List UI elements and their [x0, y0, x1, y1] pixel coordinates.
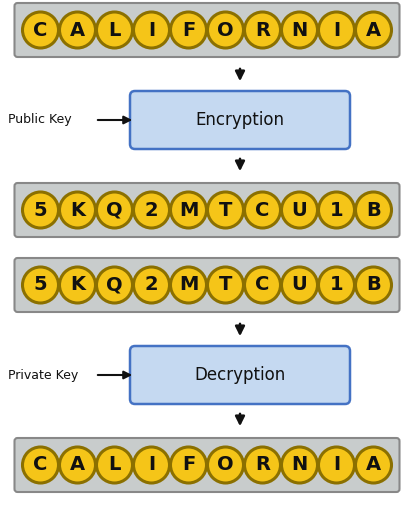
- Text: Decryption: Decryption: [194, 366, 285, 384]
- Text: N: N: [291, 21, 307, 40]
- Circle shape: [170, 192, 206, 228]
- Text: 1: 1: [329, 276, 342, 295]
- Text: 5: 5: [33, 276, 47, 295]
- Text: R: R: [254, 21, 269, 40]
- FancyBboxPatch shape: [14, 438, 399, 492]
- Text: L: L: [108, 455, 121, 475]
- Text: A: A: [365, 21, 380, 40]
- Text: R: R: [254, 455, 269, 475]
- Circle shape: [244, 447, 280, 483]
- Circle shape: [281, 12, 317, 48]
- Text: Q: Q: [106, 276, 123, 295]
- Circle shape: [355, 12, 391, 48]
- Text: Q: Q: [106, 200, 123, 220]
- Circle shape: [318, 267, 354, 303]
- Circle shape: [244, 12, 280, 48]
- Text: F: F: [181, 21, 195, 40]
- Circle shape: [244, 267, 280, 303]
- Circle shape: [59, 192, 95, 228]
- Text: M: M: [178, 200, 198, 220]
- Text: Public Key: Public Key: [8, 114, 71, 126]
- Circle shape: [281, 267, 317, 303]
- Text: K: K: [70, 200, 85, 220]
- Circle shape: [96, 12, 132, 48]
- Circle shape: [355, 447, 391, 483]
- Text: A: A: [365, 455, 380, 475]
- FancyBboxPatch shape: [14, 3, 399, 57]
- Circle shape: [207, 267, 243, 303]
- Text: A: A: [70, 455, 85, 475]
- FancyBboxPatch shape: [14, 183, 399, 237]
- Circle shape: [133, 447, 169, 483]
- Text: C: C: [33, 21, 47, 40]
- Circle shape: [207, 12, 243, 48]
- Text: B: B: [365, 200, 380, 220]
- Circle shape: [207, 447, 243, 483]
- Circle shape: [170, 12, 206, 48]
- Text: N: N: [291, 455, 307, 475]
- Text: K: K: [70, 276, 85, 295]
- Circle shape: [318, 12, 354, 48]
- Circle shape: [355, 267, 391, 303]
- Text: O: O: [217, 455, 233, 475]
- Circle shape: [96, 447, 132, 483]
- Circle shape: [170, 267, 206, 303]
- Text: C: C: [255, 276, 269, 295]
- Text: 2: 2: [144, 200, 158, 220]
- Text: I: I: [147, 455, 155, 475]
- Text: 2: 2: [144, 276, 158, 295]
- Circle shape: [318, 447, 354, 483]
- Circle shape: [281, 192, 317, 228]
- FancyBboxPatch shape: [130, 346, 349, 404]
- FancyBboxPatch shape: [14, 258, 399, 312]
- Circle shape: [59, 447, 95, 483]
- Circle shape: [244, 192, 280, 228]
- Circle shape: [22, 447, 58, 483]
- Circle shape: [59, 267, 95, 303]
- Text: Private Key: Private Key: [8, 369, 78, 381]
- Circle shape: [22, 192, 58, 228]
- Circle shape: [22, 12, 58, 48]
- Text: O: O: [217, 21, 233, 40]
- Circle shape: [133, 192, 169, 228]
- Text: U: U: [291, 276, 306, 295]
- Circle shape: [22, 267, 58, 303]
- Text: U: U: [291, 200, 306, 220]
- Text: F: F: [181, 455, 195, 475]
- Text: I: I: [147, 21, 155, 40]
- Text: T: T: [218, 200, 232, 220]
- Circle shape: [355, 192, 391, 228]
- Circle shape: [59, 12, 95, 48]
- Text: Encryption: Encryption: [195, 111, 284, 129]
- Text: M: M: [178, 276, 198, 295]
- Circle shape: [133, 267, 169, 303]
- Text: I: I: [332, 21, 339, 40]
- Text: C: C: [33, 455, 47, 475]
- Text: I: I: [332, 455, 339, 475]
- Circle shape: [96, 267, 132, 303]
- Circle shape: [96, 192, 132, 228]
- Text: 1: 1: [329, 200, 342, 220]
- Circle shape: [281, 447, 317, 483]
- Text: T: T: [218, 276, 232, 295]
- Text: C: C: [255, 200, 269, 220]
- Circle shape: [207, 192, 243, 228]
- Circle shape: [318, 192, 354, 228]
- Text: 5: 5: [33, 200, 47, 220]
- Text: A: A: [70, 21, 85, 40]
- FancyBboxPatch shape: [130, 91, 349, 149]
- Text: B: B: [365, 276, 380, 295]
- Circle shape: [133, 12, 169, 48]
- Text: L: L: [108, 21, 121, 40]
- Circle shape: [170, 447, 206, 483]
